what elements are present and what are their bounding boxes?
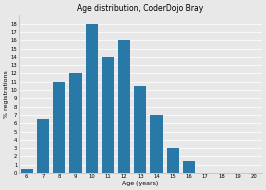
X-axis label: Age (years): Age (years) [122,181,158,186]
Bar [167,148,179,173]
Title: Age distribution, CoderDojo Bray: Age distribution, CoderDojo Bray [77,4,203,13]
Bar [102,57,114,173]
Bar [150,115,163,173]
Bar [86,24,98,173]
Y-axis label: % registrations: % registrations [4,70,9,118]
Bar [37,119,49,173]
Bar [69,74,81,173]
Bar [118,40,130,173]
Bar [134,86,146,173]
Bar [183,161,195,173]
Bar [21,169,33,173]
Bar [53,82,65,173]
